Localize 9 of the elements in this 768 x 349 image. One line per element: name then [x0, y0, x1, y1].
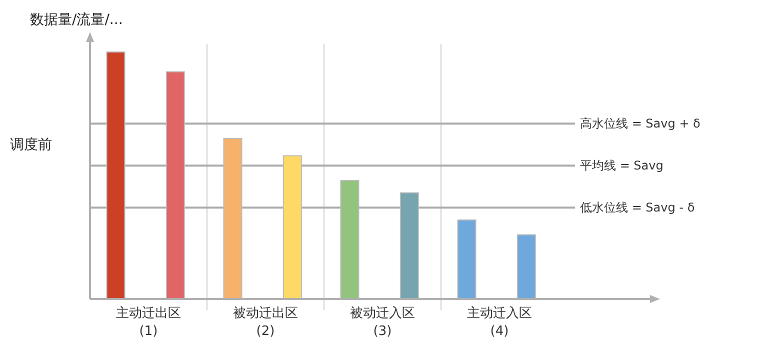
ref-line-label: 低水位线 = Savg - δ: [580, 200, 695, 215]
x-tick-label: 主动迁入区 (4): [467, 305, 532, 339]
x-tick-label: 主动迁出区 (1): [116, 305, 181, 339]
x-tick-label: 被动迁出区 (2): [233, 306, 298, 339]
x-tick-label: 被动迁入区 (3): [350, 306, 415, 339]
text: 调度前: [10, 137, 52, 153]
ref-line-label: 平均线 = Savg: [580, 158, 664, 173]
y-axis-title: 数据量/流量/...: [30, 12, 123, 28]
ref-line-label: 高水位线 = Savg + δ: [580, 116, 700, 131]
